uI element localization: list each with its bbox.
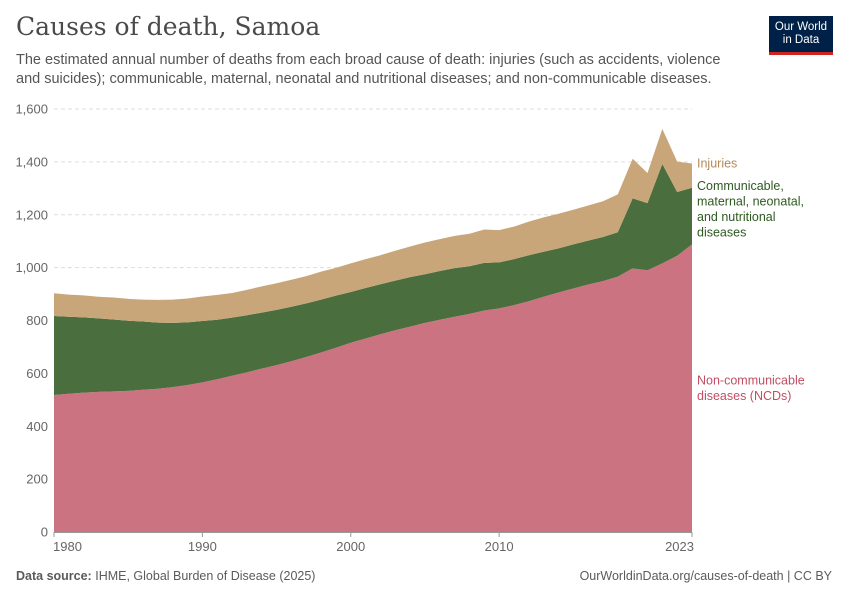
logo-line-1: Our World	[774, 21, 828, 33]
series-label-line: and nutritional	[697, 210, 776, 224]
y-tick-label: 1,600	[15, 102, 48, 117]
series-label-line: maternal, neonatal,	[697, 194, 804, 208]
axes: 0 200 400 600 800 1,000 1,200 1,400 1,600 1980 199…	[15, 102, 694, 555]
label-ncd: Non-communicable diseases (NCDs)	[697, 373, 805, 403]
x-tick-label: 2000	[336, 539, 365, 554]
source-link[interactable]: OurWorldinData.org/causes-of-death | CC …	[579, 569, 832, 583]
owid-logo[interactable]: Our World in Data	[769, 16, 833, 55]
area-ncd[interactable]	[54, 244, 692, 533]
y-tick-label: 400	[26, 419, 48, 434]
series-label-line: diseases (NCDs)	[697, 389, 791, 403]
label-injuries: Injuries	[697, 156, 737, 170]
data-source: Data source: IHME, Global Burden of Dise…	[16, 569, 315, 583]
x-tick-label: 2023	[665, 539, 694, 554]
data-source-label: Data source:	[16, 569, 92, 583]
label-communicable: Communicable, maternal, neonatal, and nutr…	[697, 179, 804, 240]
x-tick-label: 1980	[53, 539, 82, 554]
chart-subtitle: The estimated annual number of deaths fr…	[16, 52, 721, 87]
area-series	[54, 128, 692, 533]
y-tick-label: 200	[26, 472, 48, 487]
y-tick-label: 800	[26, 313, 48, 328]
series-label-line: Communicable,	[697, 179, 784, 193]
y-tick-label: 0	[41, 525, 48, 540]
y-tick-label: 1,400	[15, 154, 48, 169]
series-label-line: Non-communicable	[697, 373, 805, 387]
area-injuries[interactable]	[54, 128, 692, 323]
y-tick-label: 600	[26, 366, 48, 381]
logo-line-2: in Data	[782, 34, 820, 46]
x-tick-label: 2010	[485, 539, 514, 554]
series-labels: Non-communicable diseases (NCDs) Communica…	[697, 156, 805, 402]
x-tick-label: 1990	[188, 539, 217, 554]
chart-title: Causes of death, Samoa	[16, 12, 321, 41]
y-tick-label: 1,200	[15, 207, 48, 222]
y-tick-label: 1,000	[15, 260, 48, 275]
series-label-line: Injuries	[697, 156, 737, 170]
area-communicable[interactable]	[54, 163, 692, 396]
series-label-line: diseases	[697, 225, 746, 239]
data-source-text: IHME, Global Burden of Disease (2025)	[95, 569, 316, 583]
